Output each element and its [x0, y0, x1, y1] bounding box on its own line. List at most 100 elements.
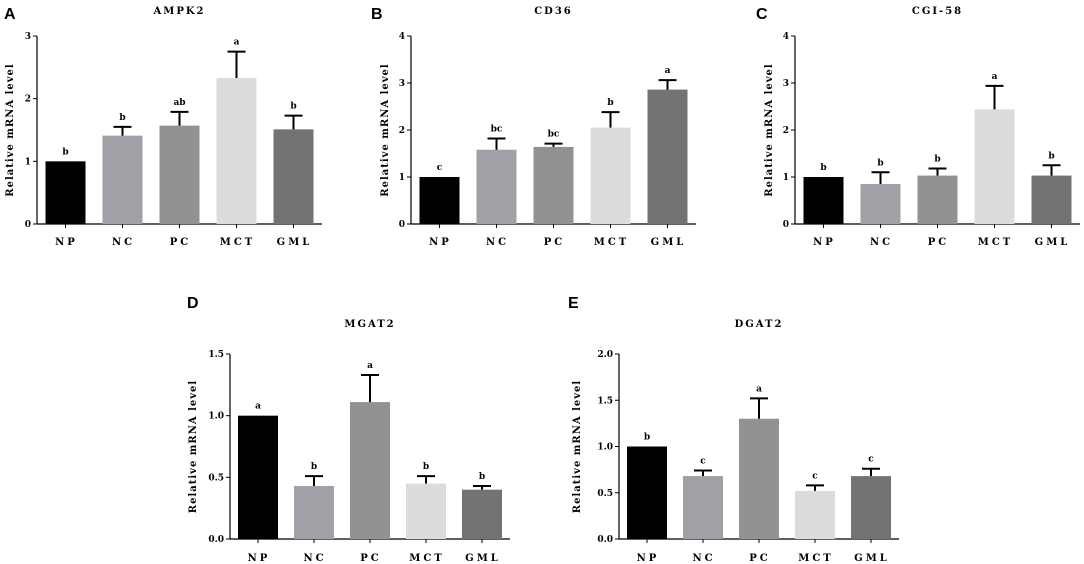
category-label: NC: [303, 553, 326, 564]
bar-gml: [273, 129, 314, 224]
y-axis-label: Relative mRNA level: [5, 63, 16, 196]
significance-label: ab: [173, 98, 185, 108]
bar-pc: [917, 175, 958, 224]
category-label: PC: [544, 237, 565, 248]
y-tick-label: 0: [25, 220, 31, 230]
significance-label: bc: [548, 130, 560, 140]
panel-letter: D: [187, 295, 199, 312]
category-label: MCT: [978, 237, 1013, 248]
y-tick-label: 1: [399, 173, 405, 183]
y-tick-label: 1.0: [597, 443, 613, 453]
bar-pc: [350, 402, 390, 539]
chart-title: DGAT2: [735, 319, 784, 330]
y-tick-label: 4: [399, 32, 405, 42]
y-tick-label: 1.0: [208, 412, 224, 422]
category-label: MCT: [798, 553, 833, 564]
category-label: PC: [360, 553, 381, 564]
significance-label: a: [255, 402, 261, 412]
category-label: GML: [1035, 237, 1071, 248]
category-label: PC: [749, 553, 770, 564]
category-label: MCT: [220, 237, 255, 248]
y-tick-label: 0.0: [208, 535, 224, 545]
bar-nc: [294, 485, 334, 539]
category-label: NC: [692, 553, 715, 564]
category-label: PC: [928, 237, 949, 248]
category-label: GML: [651, 237, 687, 248]
bar-pc: [159, 125, 200, 224]
significance-label: b: [820, 163, 826, 173]
panel-letter: A: [4, 6, 16, 23]
category-label: MCT: [409, 553, 444, 564]
y-tick-label: 0.0: [597, 535, 613, 545]
y-tick-label: 0.5: [208, 473, 224, 483]
significance-label: b: [607, 98, 613, 108]
significance-label: a: [756, 384, 762, 394]
category-label: GML: [465, 553, 501, 564]
bar-nc: [476, 149, 517, 224]
significance-label: a: [992, 72, 998, 82]
y-tick-label: 3: [783, 79, 789, 89]
bar-np: [45, 161, 86, 224]
significance-label: c: [812, 471, 818, 481]
y-tick-label: 4: [783, 32, 789, 42]
significance-label: b: [311, 462, 317, 472]
category-label: GML: [277, 237, 313, 248]
y-tick-label: 1.5: [597, 396, 613, 406]
bar-pc: [739, 418, 779, 539]
bar-gml: [462, 489, 502, 539]
significance-label: b: [423, 462, 429, 472]
panel-letter: B: [371, 6, 383, 23]
bar-mct: [974, 109, 1015, 224]
category-label: MCT: [594, 237, 629, 248]
bar-nc: [102, 135, 143, 224]
bar-np: [419, 177, 460, 224]
panel-letter: C: [756, 6, 768, 23]
y-axis-label: Relative mRNA level: [572, 380, 583, 513]
bar-nc: [683, 476, 723, 539]
significance-label: a: [234, 38, 240, 48]
y-tick-label: 1.5: [208, 350, 224, 360]
panel-e: E DGAT2 Relative mRNA level 0.0 0.5 1.0 1.5 2.0…: [568, 295, 899, 564]
bar-np: [238, 415, 278, 539]
category-label: NP: [637, 553, 660, 564]
significance-label: b: [479, 472, 485, 482]
category-label: GML: [854, 553, 890, 564]
category-label: NP: [813, 237, 836, 248]
y-tick-label: 0.5: [597, 489, 613, 499]
significance-label: b: [877, 158, 883, 168]
chart-title: CD36: [534, 6, 573, 17]
significance-label: b: [62, 147, 68, 157]
category-label: NC: [112, 237, 135, 248]
significance-label: b: [1048, 151, 1054, 161]
bar-gml: [647, 89, 688, 224]
panel-letter: E: [568, 295, 579, 312]
significance-label: b: [119, 113, 125, 123]
bar-np: [627, 446, 667, 539]
category-label: NP: [55, 237, 78, 248]
y-tick-label: 1: [25, 157, 31, 167]
bar-pc: [533, 146, 574, 224]
y-axis-label: Relative mRNA level: [764, 63, 775, 196]
significance-label: c: [868, 455, 874, 465]
significance-label: b: [644, 433, 650, 443]
category-label: NP: [248, 553, 271, 564]
significance-label: c: [437, 163, 443, 173]
category-label: PC: [170, 237, 191, 248]
significance-label: b: [290, 102, 296, 112]
significance-label: a: [367, 361, 373, 371]
significance-label: b: [934, 155, 940, 165]
bar-nc: [860, 184, 901, 224]
y-tick-label: 2: [399, 126, 405, 136]
y-tick-label: 3: [25, 32, 31, 42]
significance-label: bc: [491, 124, 503, 134]
bar-mct: [406, 483, 446, 539]
y-tick-label: 0: [783, 220, 789, 230]
significance-label: a: [665, 66, 671, 76]
panel-d: D MGAT2 Relative mRNA level 0.0 0.5 1.0 1.5 a NP…: [187, 295, 510, 564]
y-tick-label: 2: [25, 95, 31, 105]
bar-gml: [851, 476, 891, 539]
panel-b: B CD36 Relative mRNA level 0 1 2 3 4 c NP bc NC bc PC…: [371, 6, 696, 248]
chart-title: CGI-58: [912, 6, 963, 17]
bar-gml: [1031, 175, 1072, 224]
